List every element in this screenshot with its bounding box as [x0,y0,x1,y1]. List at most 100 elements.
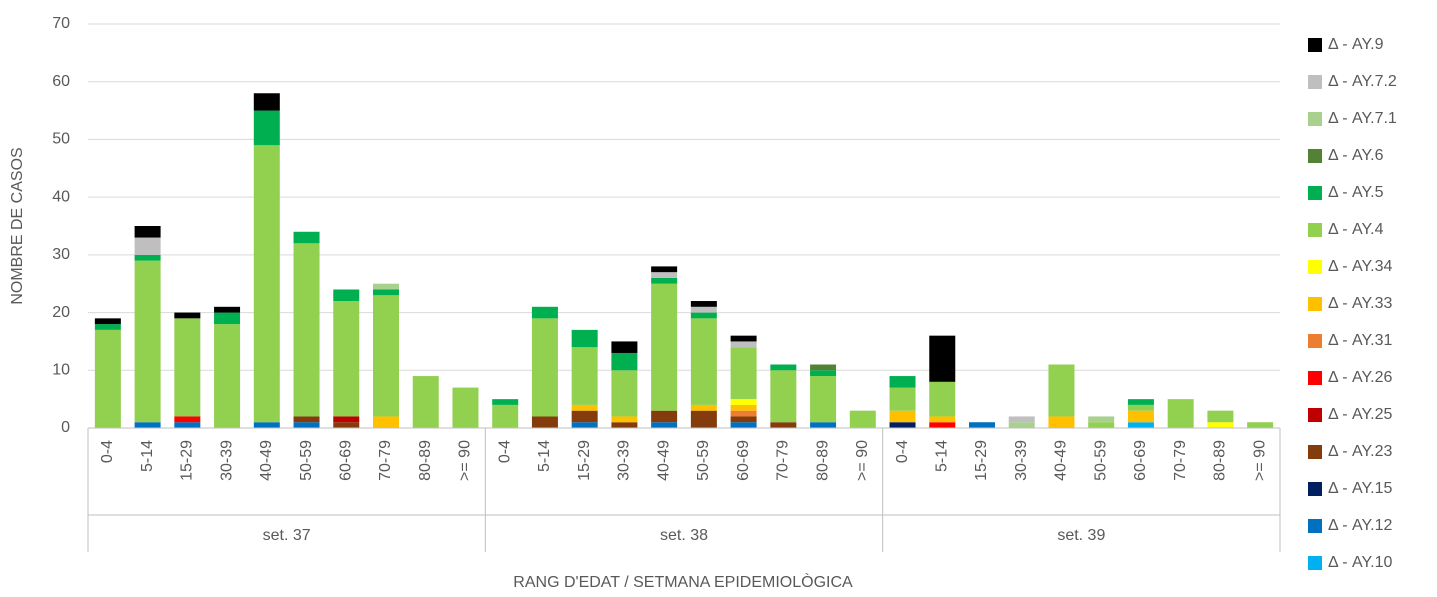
bar-segment [1008,422,1035,428]
x-tick-label: 40-49 [1053,440,1070,481]
bar-segment [730,410,757,417]
bar-segment [214,312,241,325]
bar-segment [253,110,280,146]
legend-swatch [1308,260,1322,274]
legend-label: Δ - AY.34 [1328,258,1392,275]
bar-segment [730,422,757,428]
x-tick-label: 70-79 [377,440,394,481]
bar-segment [889,376,916,388]
x-tick-label: 15-29 [179,440,196,481]
bar-segment [889,422,916,428]
legend-label: Δ - AY.5 [1328,184,1384,201]
bar-segment [929,416,956,423]
bar-segment [1127,410,1154,423]
legend-swatch [1308,519,1322,533]
bar-segment [770,422,797,428]
legend-swatch [1308,371,1322,385]
group-label: set. 37 [263,527,311,544]
bar-segment [730,341,757,348]
x-tick-label: 30-39 [1013,440,1030,481]
bar-segment [253,422,280,428]
bar-segment [571,422,598,428]
x-tick-label: 0-4 [496,440,513,463]
bar-segment [611,370,638,417]
bar-segment [1247,422,1274,428]
bar-segment [611,422,638,428]
x-tick-label: 80-89 [417,440,434,481]
bar-segment [1008,416,1035,423]
bar-segment [730,404,757,411]
bar-segment [214,324,241,428]
bar-segment [611,341,638,353]
bar-segment [810,422,837,428]
bar-segment [94,324,121,330]
bar-segment [929,422,956,428]
bar-segment [134,237,161,255]
legend-label: Δ - AY.4 [1328,221,1384,238]
legend-label: Δ - AY.31 [1328,332,1392,349]
bar-segment [730,347,757,400]
legend-swatch [1308,408,1322,422]
bar-segment [214,306,241,313]
bar-segment [1127,422,1154,428]
y-tick-label: 20 [52,304,70,321]
bar-segment [134,226,161,238]
legend-swatch [1308,75,1322,89]
x-tick-label: 60-69 [735,440,752,481]
bar-segment [134,422,161,428]
legend-swatch [1308,38,1322,52]
y-tick-label: 60 [52,73,70,90]
x-tick-label: 50-59 [1092,440,1109,481]
x-tick-label: 40-49 [258,440,275,481]
bar-segment [1088,416,1115,423]
legend-swatch [1308,112,1322,126]
bar-segment [531,416,558,428]
bar-segment [412,376,439,428]
group-label: set. 39 [1057,527,1105,544]
legend-swatch [1308,445,1322,459]
bar-segment [1127,399,1154,405]
bar-segment [94,318,121,325]
x-tick-label: >= 90 [457,440,474,481]
bar-segment [849,410,876,428]
x-tick-label: >= 90 [854,440,871,481]
x-axis-title: RANG D'EDAT / SETMANA EPIDEMIOLÒGICA [513,572,853,591]
x-tick-label: 80-89 [1212,440,1229,481]
bar-segment [690,306,717,313]
legend-label: Δ - AY.7.1 [1328,110,1397,127]
bar-segment [690,301,717,307]
bar-segment [253,93,280,111]
x-tick-label: 30-39 [616,440,633,481]
bar-segment [253,145,280,423]
bar-segment [333,289,360,302]
x-tick-label: 5-14 [933,440,950,472]
bar-segment [174,312,201,319]
bar-segment [373,416,399,428]
bar-segment [492,404,519,428]
bar-segment [333,422,360,428]
y-tick-label: 70 [52,15,70,32]
bar-segment [373,283,399,290]
bar-segment [1127,404,1154,411]
bar-segment [770,370,797,423]
bar-segment [571,404,598,411]
x-tick-label: 60-69 [1132,440,1149,481]
x-tick-label: 50-59 [695,440,712,481]
bar-segment [1088,422,1115,428]
bar-segment [770,364,797,371]
legend-swatch [1308,556,1322,570]
y-axis-title: NOMBRE DE CASOS [9,147,26,304]
bar-segment [1048,416,1075,428]
bar-segment [174,318,201,417]
bar-segment [134,260,161,423]
bar-segment [174,422,201,428]
bar-segment [810,376,837,423]
bar-segment [651,422,678,428]
legend-label: Δ - AY.6 [1328,147,1384,164]
bar-segment [94,329,121,428]
y-tick-label: 30 [52,246,70,263]
legend-label: Δ - AY.26 [1328,369,1392,386]
bar-segment [929,335,956,382]
bar-segment [651,283,678,411]
bar-segment [810,370,837,377]
